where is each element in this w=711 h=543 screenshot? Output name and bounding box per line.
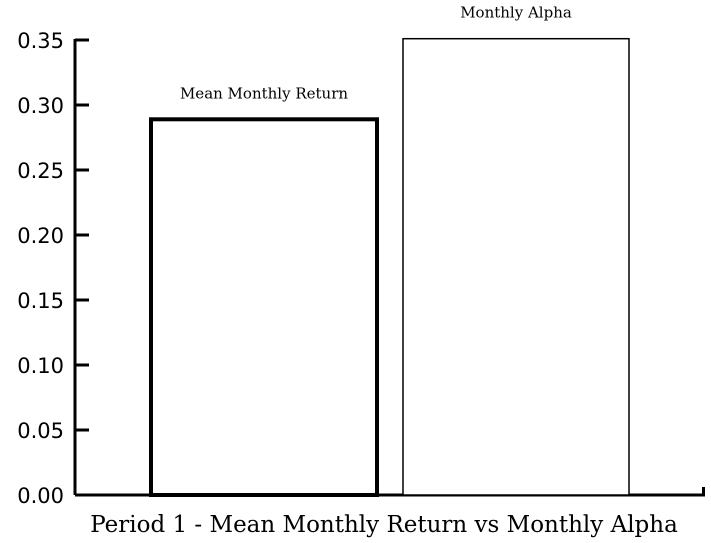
y-tick-label: 0.20: [17, 224, 64, 248]
bars: [149, 37, 630, 498]
bar-label: Monthly Alpha: [460, 4, 572, 22]
y-tick-label: 0.35: [17, 29, 64, 53]
bar-labels: Mean Monthly Return Monthly Alpha: [180, 4, 572, 103]
y-tick-label: 0.10: [17, 354, 64, 378]
bar: [149, 117, 379, 498]
y-tick-label: 0.00: [17, 484, 64, 508]
bar: [402, 37, 630, 496]
bar-label: Mean Monthly Return: [180, 84, 348, 102]
y-tick-label: 0.15: [17, 289, 64, 313]
y-tick-label: 0.30: [17, 94, 64, 118]
y-tick-label: 0.05: [17, 419, 64, 443]
y-tick-label: 0.25: [17, 159, 64, 183]
y-axis: 0.00 0.05 0.10 0.15 0.20 0.25 0.30 0.35: [17, 29, 89, 508]
x-axis-title: Period 1 - Mean Monthly Return vs Monthl…: [90, 512, 678, 538]
